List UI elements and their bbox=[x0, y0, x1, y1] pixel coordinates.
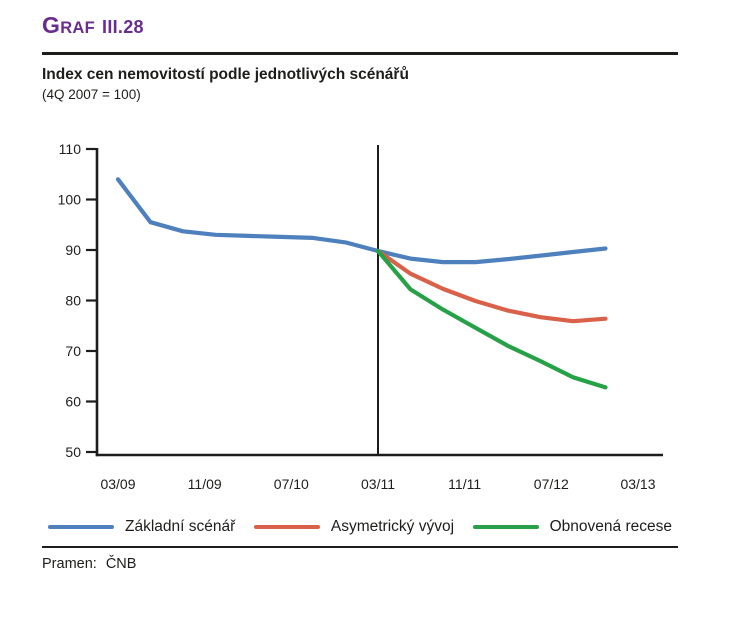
series-line bbox=[115, 177, 608, 265]
legend-label-baseline: Základní scénář bbox=[125, 518, 236, 535]
chart-svg: 110 100 90 80 70 60 50 03/09 11/09 07/10 03/11 11/1… bbox=[58, 141, 663, 492]
chart-title: Index cen nemovitostí podle jednotlivých… bbox=[42, 66, 409, 83]
y-tick-label: 70 bbox=[65, 343, 81, 359]
bottom-divider-rule bbox=[42, 546, 678, 548]
x-tick-label: 11/09 bbox=[188, 476, 222, 492]
chart-legend: Základní scénář Asymetrický vývoj Obnove… bbox=[42, 513, 678, 541]
top-divider-rule bbox=[42, 52, 678, 55]
legend-item-recession: Obnovená recese bbox=[472, 518, 672, 536]
legend-label-recession: Obnovená recese bbox=[549, 518, 672, 535]
x-tick-label: 07/12 bbox=[534, 476, 569, 492]
legend-label-asymmetric: Asymetrický vývoj bbox=[330, 518, 455, 535]
source-value: ČNB bbox=[105, 556, 137, 572]
graph-heading-smallcaps: RAF bbox=[60, 19, 96, 37]
graph-heading-number: III.28 bbox=[102, 17, 144, 37]
y-tick-label: 90 bbox=[65, 242, 81, 258]
graph-heading-initial: G bbox=[42, 12, 61, 38]
legend-item-baseline: Základní scénář bbox=[48, 518, 235, 536]
y-tick-label: 50 bbox=[65, 444, 81, 460]
asymmetric-line-swatch bbox=[253, 524, 320, 530]
source-note: Pramen: ČNB bbox=[42, 556, 136, 572]
y-tick-label: 110 bbox=[59, 141, 82, 157]
y-tick-label: 100 bbox=[58, 192, 82, 208]
x-tick-label: 11/11 bbox=[448, 476, 481, 492]
baseline-line-swatch bbox=[48, 524, 114, 530]
y-tick-label: 80 bbox=[65, 293, 81, 309]
x-tick-label: 03/11 bbox=[361, 476, 395, 492]
legend-item-asymmetric: Asymetrický vývoj bbox=[253, 518, 455, 536]
recession-line-swatch bbox=[472, 524, 539, 530]
x-tick-label: 03/13 bbox=[620, 476, 655, 492]
line-chart: 110 100 90 80 70 60 50 03/09 11/09 07/10 03/11 11/1… bbox=[42, 140, 678, 498]
graph-number-heading: GRAF III.28 bbox=[42, 12, 144, 39]
series-line bbox=[375, 248, 608, 390]
y-tick-label: 60 bbox=[65, 394, 81, 410]
chart-subtitle: (4Q 2007 = 100) bbox=[42, 87, 141, 102]
x-tick-label: 07/10 bbox=[274, 476, 309, 492]
series-line bbox=[375, 248, 608, 324]
source-label: Pramen: bbox=[42, 556, 97, 572]
x-tick-label: 03/09 bbox=[100, 476, 135, 492]
